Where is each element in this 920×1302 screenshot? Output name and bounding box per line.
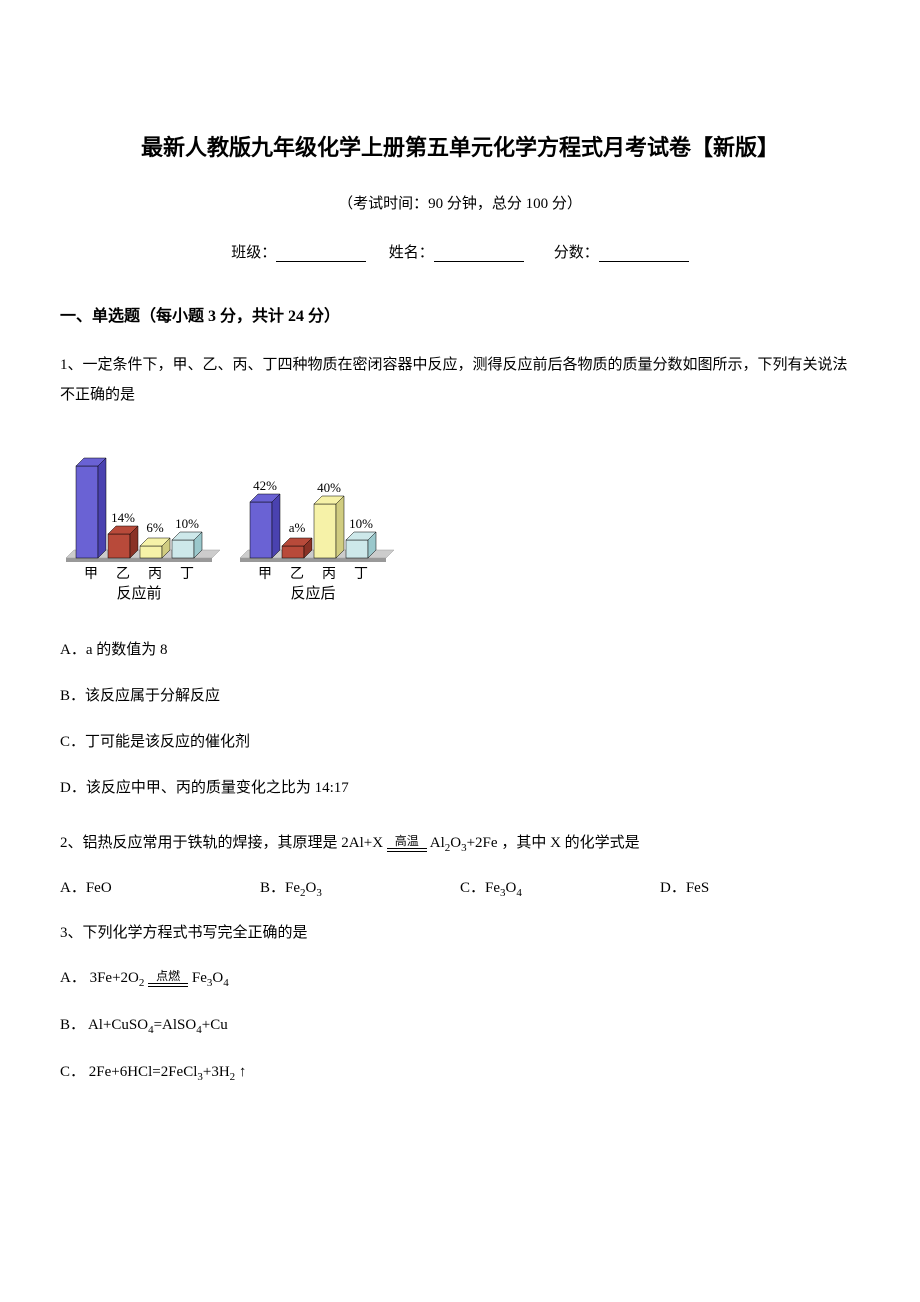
svg-text:a%: a% <box>289 520 306 535</box>
q2-prompt: 2、铝热反应常用于铁轨的焊接，其原理是 2Al+X 高温 Al2O3+2Fe ，… <box>60 831 860 854</box>
svg-text:10%: 10% <box>349 516 373 531</box>
q2-eq-left: 2Al+X <box>341 835 383 851</box>
q2-eq-right-fe: +2Fe <box>467 835 498 851</box>
q1-opt-a[interactable]: A．a 的数值为 8 <box>60 629 860 671</box>
class-blank[interactable] <box>276 246 366 262</box>
q1-prompt: 1、一定条件下，甲、乙、丙、丁四种物质在密闭容器中反应，测得反应前后各物质的质量… <box>60 350 860 410</box>
q2-options: A．FeO B．Fe2O3 C．Fe3O4 D．FeS <box>60 876 860 899</box>
class-label: 班级： <box>231 245 276 261</box>
q2-suffix: ，其中 X 的化学式是 <box>501 835 639 851</box>
name-label: 姓名： <box>389 245 434 261</box>
q3-opt-a[interactable]: A． 3Fe+2O2 点燃 Fe3O4 <box>60 966 860 989</box>
svg-text:丙: 丙 <box>322 567 336 582</box>
svg-text:40%: 40% <box>317 480 341 495</box>
svg-text:14%: 14% <box>111 510 135 525</box>
svg-text:反应后: 反应后 <box>290 584 335 600</box>
q3-a-condition: 点燃 <box>148 970 188 988</box>
score-label: 分数： <box>554 245 599 261</box>
q3-prompt: 3、下列化学方程式书写完全正确的是 <box>60 921 860 942</box>
exam-title: 最新人教版九年级化学上册第五单元化学方程式月考试卷【新版】 <box>60 130 860 162</box>
bar-chart-svg: 14% 6% 10% 42% a% 40% 10% 甲 乙 丙 丁反应前 甲 乙 丙 丁反应后 <box>60 430 400 600</box>
q2-eq-right-al: Al <box>430 835 445 851</box>
q2-eq-condition: 高温 <box>387 835 427 853</box>
q3-opt-b[interactable]: B． Al+CuSO4=AlSO4+Cu <box>60 1013 860 1036</box>
q1-chart: 14% 6% 10% 42% a% 40% 10% 甲 乙 丙 丁反应前 甲 乙 丙 丁反应后 <box>60 430 860 605</box>
q1-opt-d[interactable]: D．该反应中甲、丙的质量变化之比为 14:17 <box>60 767 860 809</box>
q2-opt-a[interactable]: A．FeO <box>60 876 260 899</box>
svg-text:丁: 丁 <box>180 567 194 582</box>
svg-text:丁: 丁 <box>354 567 368 582</box>
q2-eq-right-o: O <box>450 835 461 851</box>
svg-text:10%: 10% <box>175 516 199 531</box>
svg-text:反应前: 反应前 <box>116 584 161 600</box>
q1-options: A．a 的数值为 8 B．该反应属于分解反应 C．丁可能是该反应的催化剂 D．该… <box>60 629 860 809</box>
q2-opt-b[interactable]: B．Fe2O3 <box>260 876 460 899</box>
section-1-header: 一、单选题（每小题 3 分，共计 24 分） <box>60 302 860 326</box>
q3-opt-c[interactable]: C． 2Fe+6HCl=2FeCl3+3H2 ↑ <box>60 1060 860 1083</box>
svg-text:乙: 乙 <box>290 566 304 582</box>
svg-text:6%: 6% <box>146 520 164 535</box>
q2-opt-d[interactable]: D．FeS <box>660 876 860 899</box>
student-info-line: 班级： 姓名： 分数： <box>60 241 860 262</box>
score-blank[interactable] <box>599 246 689 262</box>
q1-opt-b[interactable]: B．该反应属于分解反应 <box>60 675 860 717</box>
svg-text:甲: 甲 <box>84 567 98 582</box>
svg-text:甲: 甲 <box>258 567 272 582</box>
q2-opt-c[interactable]: C．Fe3O4 <box>460 876 660 899</box>
exam-subtitle: （考试时间：90 分钟，总分 100 分） <box>60 192 860 213</box>
svg-text:42%: 42% <box>253 478 277 493</box>
svg-text:丙: 丙 <box>148 567 162 582</box>
q2-prefix: 2、铝热反应常用于铁轨的焊接，其原理是 <box>60 835 341 851</box>
name-blank[interactable] <box>434 246 524 262</box>
q1-opt-c[interactable]: C．丁可能是该反应的催化剂 <box>60 721 860 763</box>
svg-text:乙: 乙 <box>116 566 130 582</box>
